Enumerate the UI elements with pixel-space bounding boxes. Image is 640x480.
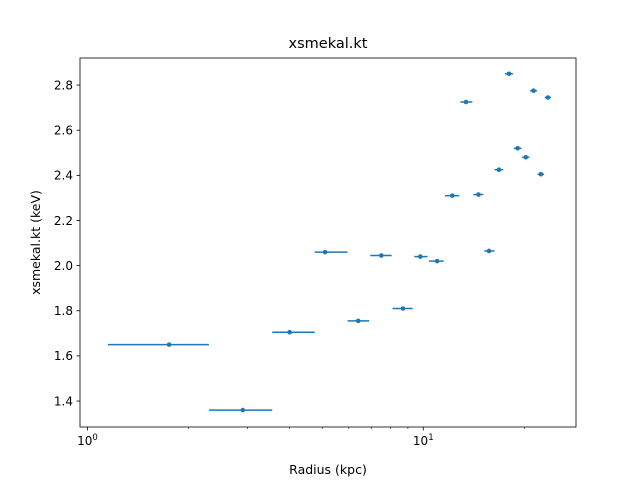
point-marker [496, 167, 502, 173]
data-point [428, 258, 444, 264]
data-point [530, 88, 537, 94]
data-point [544, 95, 551, 100]
data-point [484, 248, 495, 254]
data-layer [107, 71, 551, 413]
data-point [347, 318, 370, 324]
data-point [392, 306, 413, 311]
x-axis-ticks: 100 101 [77, 427, 525, 448]
point-marker [322, 249, 328, 255]
x-tick-label: 101 [413, 433, 434, 448]
point-marker [418, 254, 423, 259]
point-marker [434, 258, 440, 264]
point-marker [355, 318, 361, 324]
y-tick-label: 1.6 [54, 349, 73, 363]
y-tick-label: 2.2 [54, 214, 73, 228]
data-point [494, 167, 504, 173]
point-marker [523, 155, 529, 160]
y-tick-label: 1.8 [54, 304, 73, 318]
data-point [513, 145, 522, 151]
data-point [444, 193, 460, 198]
point-marker [379, 253, 384, 258]
point-marker [538, 171, 544, 177]
y-tick-label: 2.6 [54, 124, 73, 138]
data-point [314, 249, 348, 255]
point-marker [486, 248, 492, 254]
data-point [370, 253, 392, 258]
x-tick-label: 100 [77, 433, 98, 448]
data-point [504, 71, 513, 77]
point-marker [287, 329, 292, 335]
point-marker [449, 193, 455, 198]
x-axis-label: Radius (kpc) [289, 462, 367, 477]
point-marker [400, 306, 406, 311]
data-point [414, 254, 428, 259]
point-marker [531, 88, 536, 94]
point-marker [476, 192, 481, 197]
data-point [537, 171, 545, 177]
y-axis-ticks: 1.4 1.6 1.8 2.0 2.2 2.4 2.6 2.8 [54, 78, 80, 408]
point-marker [515, 145, 520, 151]
point-marker [506, 71, 512, 77]
point-marker [463, 99, 469, 105]
y-tick-label: 2.0 [54, 259, 73, 273]
point-marker [545, 95, 551, 100]
y-axis-label: xsmekal.kt (keV) [28, 190, 43, 295]
data-point [208, 407, 273, 413]
data-point [272, 329, 315, 335]
y-tick-label: 1.4 [54, 394, 73, 408]
chart-title: xsmekal.kt [289, 36, 368, 52]
data-point [107, 342, 209, 347]
data-point [473, 192, 484, 197]
point-marker [240, 407, 246, 413]
data-point [522, 155, 530, 160]
data-point [460, 99, 473, 105]
plot-frame [79, 57, 577, 428]
point-marker [166, 342, 172, 347]
y-tick-label: 2.8 [54, 78, 73, 92]
y-tick-label: 2.4 [54, 169, 73, 183]
